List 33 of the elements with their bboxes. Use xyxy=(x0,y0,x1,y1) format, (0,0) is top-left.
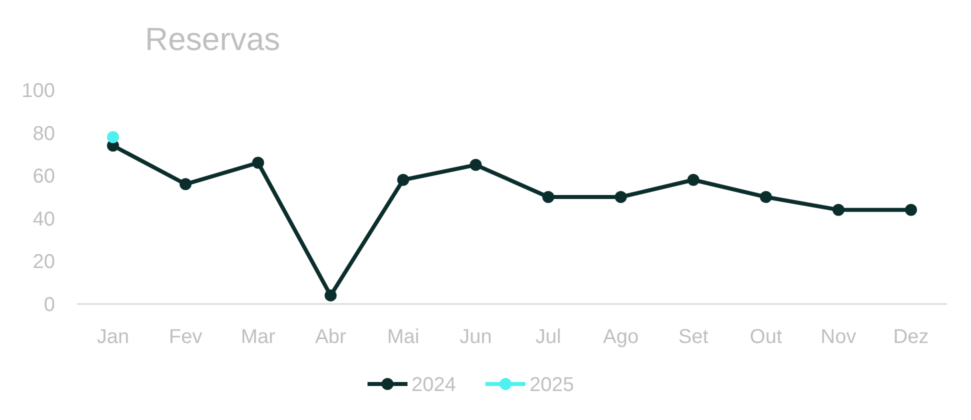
point xyxy=(252,156,264,169)
point xyxy=(832,204,844,216)
x-tick-label: Set xyxy=(678,326,709,348)
point xyxy=(614,191,627,203)
x-tick-label: Abr xyxy=(315,326,347,348)
x-tick-label: Jun xyxy=(460,326,492,348)
x-tick-label: Dez xyxy=(893,326,929,348)
x-tick-label: Nov xyxy=(820,326,856,348)
y-tick-label: 0 xyxy=(44,294,55,316)
point xyxy=(470,158,482,171)
y-tick-label: 100 xyxy=(22,80,55,102)
point xyxy=(905,204,917,216)
y-tick-label: 40 xyxy=(32,208,55,230)
x-tick-label: Jan xyxy=(96,326,130,348)
point xyxy=(687,174,700,186)
x-tick-label: Out xyxy=(750,326,782,348)
x-tick-label: Fev xyxy=(168,326,202,348)
point xyxy=(324,289,337,302)
point xyxy=(397,174,410,186)
legend-label: 2025 xyxy=(530,374,574,396)
legend-label: 2024 xyxy=(412,374,456,396)
point xyxy=(760,191,772,203)
x-tick-label: Mai xyxy=(387,326,420,348)
x-tick-label: Mar xyxy=(240,326,276,348)
point xyxy=(542,191,554,203)
x-tick-label: Ago xyxy=(603,326,639,348)
y-tick-label: 60 xyxy=(32,166,55,188)
y-tick-label: 20 xyxy=(32,251,55,274)
point xyxy=(180,178,192,190)
x-tick-label: Jul xyxy=(535,326,562,348)
y-tick-label: 80 xyxy=(32,122,55,145)
chart-title: Reservas xyxy=(145,21,280,57)
point xyxy=(107,131,119,144)
